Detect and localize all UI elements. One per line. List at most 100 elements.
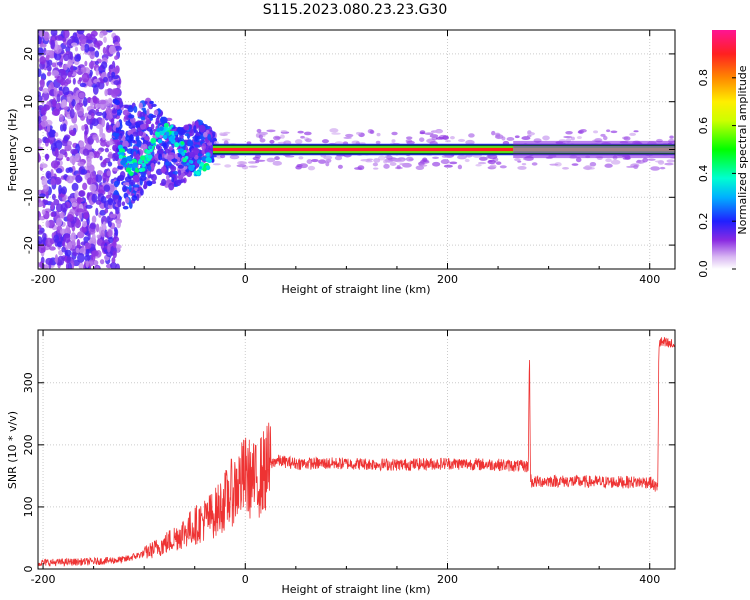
spectrogram-cell — [71, 98, 76, 107]
colorbar: 0.0 0.2 0.4 0.6 0.8 Normalized spectral ampl… — [697, 30, 749, 278]
spectrogram-cell — [419, 137, 425, 142]
spectrogram-cell — [71, 182, 79, 192]
spectrogram-cell — [63, 135, 70, 142]
snr-x-tick-label: 400 — [639, 573, 660, 586]
spectrogram-cell — [53, 87, 58, 97]
spectrogram-cell — [91, 118, 99, 127]
spectrogram-cell — [95, 265, 100, 269]
spectrogram-cell — [115, 127, 120, 132]
spectrogram-cell — [132, 174, 140, 183]
spectrogram-cell — [489, 164, 497, 169]
spectrogram-signal-blob — [154, 131, 160, 137]
spectrogram-cell — [294, 139, 303, 145]
spectrogram-cell — [118, 174, 125, 181]
spectrogram-cell — [279, 134, 285, 139]
spectrogram-cell — [38, 224, 42, 230]
spectrogram-cell — [419, 130, 426, 135]
spectrogram-cell — [457, 154, 467, 160]
spectrogram-cell — [150, 114, 157, 118]
spectrogram-cell — [527, 131, 536, 136]
spectrogram-cell — [266, 157, 276, 163]
spectrogram-signal-blob — [162, 134, 168, 140]
snr-y-tick-label: 300 — [22, 372, 35, 393]
spectrogram-cell — [102, 111, 107, 119]
spectrogram-cell — [623, 136, 631, 141]
spectrogram-cell — [107, 229, 113, 238]
spectrogram-cell — [50, 39, 56, 49]
spectrogram-cell — [139, 111, 146, 118]
spectrogram-signal-blob — [135, 169, 140, 173]
spectrogram-cell — [95, 173, 103, 183]
spectrogram-cell — [146, 180, 153, 187]
spectrogram-cell — [164, 171, 169, 176]
spectrogram-cell — [95, 207, 99, 217]
spectrogram-cell — [89, 49, 96, 60]
spectrogram-cell — [102, 76, 109, 83]
spectrogram-signal-blob — [196, 159, 202, 164]
spectrogram-cell — [69, 197, 77, 203]
spectrogram-cell — [440, 159, 450, 165]
spectrogram-cell — [89, 222, 97, 230]
spectrogram-cell — [642, 157, 649, 163]
spectrogram-cell — [76, 30, 85, 35]
colorbar-gradient — [712, 30, 736, 269]
spectrogram-signal-blob — [141, 162, 146, 168]
spectrogram-cell — [424, 132, 434, 135]
spectrogram-cell — [85, 39, 93, 44]
snr-y-tick-label: 200 — [22, 434, 35, 455]
spectrogram-cell — [87, 47, 96, 52]
spectrogram-cell — [563, 136, 573, 139]
spectrogram-cell — [51, 62, 57, 68]
spectrogram-cell — [96, 81, 101, 88]
spectrogram-cell — [62, 240, 66, 247]
spectrogram-cell — [100, 229, 105, 238]
spectrogram-cell — [67, 241, 73, 250]
spectrogram-cell — [82, 182, 88, 191]
spectrogram-cell — [125, 197, 130, 204]
spectrogram-signal-blob — [147, 154, 153, 160]
spectrogram-cell — [160, 166, 167, 174]
spectrogram-cell — [576, 136, 582, 140]
spectrogram-cell — [76, 196, 82, 203]
spectrogram-cell — [325, 158, 332, 163]
spectrogram-cell — [102, 221, 107, 230]
spectrogram-cell — [406, 140, 415, 145]
spectrogram-cell — [109, 213, 117, 219]
spectrogram-cell — [85, 204, 93, 209]
snr-x-axis-label: Height of straight line (km) — [281, 583, 430, 596]
spectrogram-cell — [73, 95, 79, 101]
spectrogram-cell — [419, 164, 428, 167]
spectrogram-cell — [38, 115, 42, 124]
spectrogram-cell — [81, 72, 90, 83]
spectrogram-cell — [96, 234, 101, 239]
spectrogram-signal-blob — [202, 167, 207, 172]
spectrogram-cell — [111, 71, 116, 78]
spectrogram-cell — [118, 135, 122, 141]
spectrogram-cell — [77, 252, 85, 263]
spectrogram-cell — [195, 120, 199, 129]
spectrogram-cell — [331, 132, 341, 135]
spectrogram-cell — [221, 138, 231, 141]
spectrogram-cell — [45, 138, 51, 144]
spectrogram-cell — [239, 161, 248, 165]
spectrogram-cell — [116, 84, 121, 89]
spectrogram-cell — [46, 71, 52, 77]
spectrogram-cell — [155, 144, 161, 150]
spectrogram-cell — [66, 156, 70, 162]
spectrogram-cell — [565, 130, 573, 135]
spectrogram-cell — [224, 164, 232, 168]
spectrogram-cell — [165, 148, 170, 154]
spectrogram-cell — [140, 116, 146, 121]
spectrogram-cell — [83, 212, 89, 220]
spectrogram-cell — [183, 124, 190, 131]
spectrogram-cell — [91, 112, 95, 119]
spectrogram-cell — [177, 164, 184, 169]
spectrogram-cell — [610, 130, 618, 134]
spectrogram-cell — [91, 193, 98, 203]
spectrogram-cell — [39, 56, 46, 65]
spectrogram-cell — [162, 143, 167, 147]
spectrogram-cell — [102, 172, 107, 181]
spectrogram-cell — [95, 223, 100, 233]
spectrogram-cell — [146, 108, 150, 116]
spectrogram-cell — [61, 246, 66, 253]
